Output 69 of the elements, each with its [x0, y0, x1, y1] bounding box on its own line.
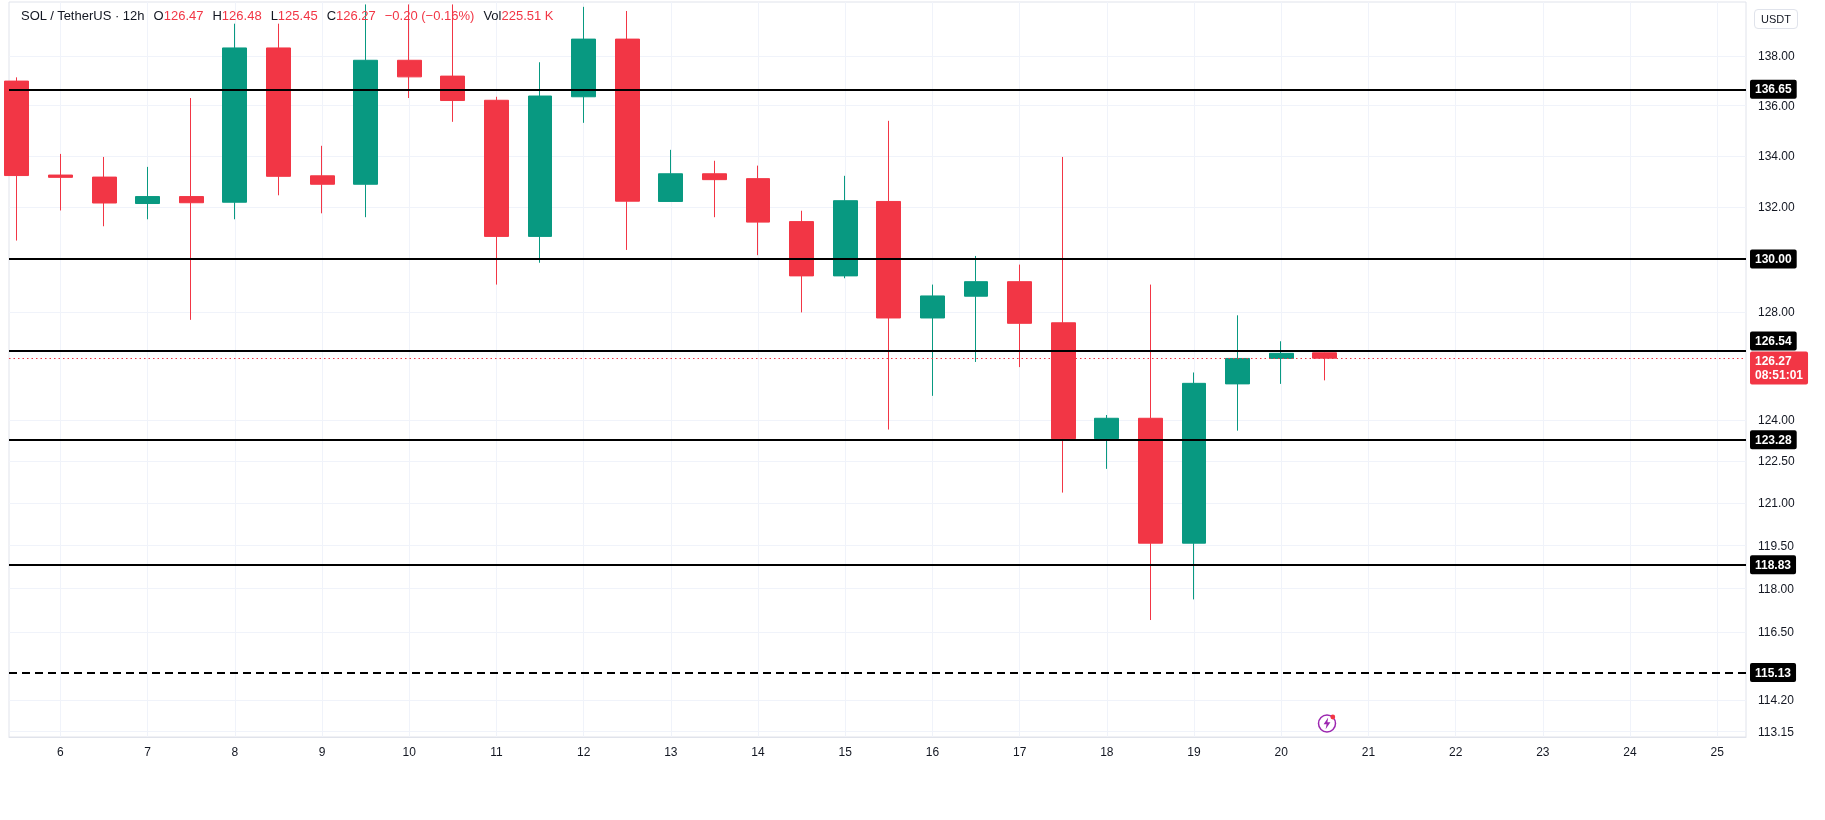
candlestick	[789, 210, 814, 313]
candlestick	[1269, 340, 1294, 385]
ref-line-label: 126.27 08:51:01	[1755, 354, 1804, 383]
candlestick	[528, 61, 552, 264]
candlestick	[615, 10, 640, 251]
y-tick-label: 114.20	[1758, 693, 1795, 708]
x-tick-label: 18	[1100, 745, 1114, 759]
candlestick	[484, 96, 509, 286]
x-tick-label: 23	[1536, 745, 1550, 759]
candlestick	[920, 284, 945, 397]
ref-line-label: 126.54	[1755, 334, 1793, 349]
x-tick-label: 10	[402, 745, 417, 759]
x-tick-label: 22	[1448, 745, 1463, 759]
x-tick-label: 21	[1361, 745, 1376, 759]
x-tick-label: 14	[751, 745, 766, 759]
candlestick	[92, 156, 117, 227]
candlestick	[1094, 414, 1119, 470]
x-tick-label: 9	[318, 745, 326, 759]
ref-line-label: 118.83	[1755, 557, 1792, 572]
y-tick-label: 124.00	[1758, 412, 1796, 427]
candlestick	[310, 145, 335, 214]
ref-line-label: 130.00	[1755, 252, 1793, 267]
y-tick-label: 136.00	[1758, 98, 1796, 113]
y-axis-title: USDT	[1754, 9, 1798, 29]
x-tick-label: 19	[1187, 745, 1202, 759]
candlestick	[1182, 371, 1206, 600]
x-tick-label: 12	[576, 745, 591, 759]
candlestick	[702, 160, 727, 218]
candlestick	[222, 23, 247, 220]
x-tick-label: 17	[1012, 745, 1027, 759]
x-tick-label: 8	[231, 745, 239, 759]
y-tick-label: 118.00	[1758, 581, 1795, 596]
annotation: Vol225.51 K	[483, 8, 554, 23]
ref-line-label: 136.65	[1755, 82, 1793, 97]
annotation: L125.45	[270, 8, 318, 23]
candlestick	[4, 76, 29, 242]
x-tick-label: 7	[144, 745, 152, 759]
candlestick	[746, 165, 770, 256]
candlestick	[833, 175, 858, 279]
y-tick-label: 122.50	[1758, 454, 1796, 469]
x-tick-label: 13	[664, 745, 678, 759]
candlestick	[266, 23, 291, 196]
y-tick-label: 132.00	[1758, 200, 1796, 215]
x-tick-label: 16	[925, 745, 940, 759]
x-tick-label: 25	[1710, 745, 1725, 759]
candlestick	[571, 6, 596, 124]
y-tick-label: 116.50	[1758, 625, 1795, 640]
y-tick-label: 128.00	[1758, 304, 1796, 319]
annotation: O126.47	[153, 8, 204, 23]
x-tick-label: 15	[838, 745, 853, 759]
y-tick-label: 134.00	[1758, 148, 1796, 163]
x-tick-label: 11	[490, 745, 503, 759]
y-tick-label: 119.50	[1758, 538, 1795, 553]
candlestick	[48, 153, 73, 211]
y-tick-label: 138.00	[1758, 48, 1796, 63]
candlestick	[964, 255, 988, 363]
x-tick-label: 20	[1274, 745, 1289, 759]
chart-title: SOL / TetherUS · 12h	[21, 8, 145, 23]
ref-line-label: 123.28	[1755, 432, 1793, 447]
x-tick-label: 6	[57, 745, 65, 759]
y-tick-label: 113.15	[1758, 724, 1795, 739]
annotation: H126.48	[212, 8, 262, 23]
x-tick-label: 24	[1623, 745, 1638, 759]
candlestick	[179, 97, 204, 321]
ref-line-label: 115.13	[1755, 665, 1792, 680]
candlestick	[135, 166, 160, 220]
y-tick-label: 121.00	[1758, 496, 1796, 511]
candlestick	[658, 149, 683, 202]
candlestick	[1225, 314, 1250, 432]
